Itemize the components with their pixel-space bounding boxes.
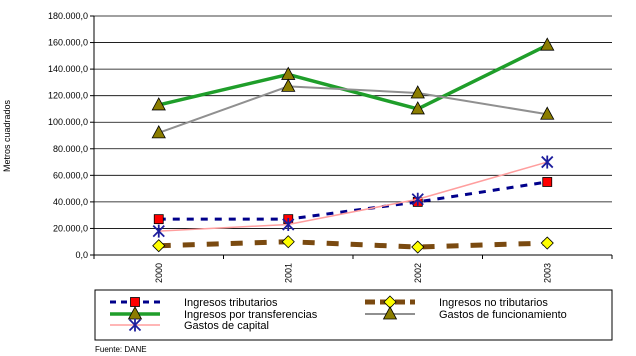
legend-label: Ingresos no tributarios	[439, 297, 548, 309]
series-line	[158, 161, 548, 232]
data-point	[128, 318, 142, 332]
data-point	[281, 235, 295, 249]
data-point	[151, 125, 166, 139]
series-line	[158, 85, 548, 134]
legend-label: Gastos de funcionamiento	[439, 309, 567, 321]
y-axis-label: Metros cuadrados	[2, 99, 12, 172]
source-note: Fuente: DANE	[95, 345, 147, 354]
series-4	[151, 78, 555, 139]
data-point	[411, 240, 425, 254]
y-tick-label: 80.000,0	[53, 144, 88, 154]
legend: Ingresos tributarios Ingresos no tributar…	[94, 289, 613, 341]
y-tick-label: 100.000,0	[48, 117, 88, 127]
series-lines	[151, 37, 555, 254]
y-tick-label: 140.000,0	[48, 64, 88, 74]
series-1	[153, 177, 553, 225]
y-tick-label: 0,0	[75, 250, 88, 260]
legend-item: Ingresos no tributarios	[365, 295, 548, 309]
x-tick-label: 2003	[542, 263, 552, 283]
legend-item: Ingresos tributarios	[110, 297, 278, 309]
data-point	[281, 78, 296, 92]
data-point	[542, 177, 553, 187]
series-line	[158, 239, 548, 250]
data-point	[540, 236, 554, 250]
series-3	[151, 37, 555, 115]
legend-item: Gastos de funcionamiento	[365, 306, 567, 321]
series-line	[158, 43, 549, 111]
data-point	[411, 192, 424, 206]
grid-lines	[94, 15, 612, 229]
data-point	[541, 155, 554, 169]
data-point	[410, 101, 425, 115]
data-point	[152, 239, 166, 253]
x-tick-label: 2002	[413, 263, 423, 283]
series-5	[152, 155, 554, 238]
legend-box	[94, 289, 613, 341]
legend-label: Gastos de capital	[184, 320, 269, 332]
x-tick-label: 2001	[283, 263, 293, 283]
data-point	[410, 85, 425, 99]
legend-label: Ingresos por transferencias	[184, 309, 318, 321]
y-tick-label: 160.000,0	[48, 38, 88, 48]
data-point	[540, 37, 555, 51]
data-point	[540, 106, 555, 120]
series-line	[158, 180, 548, 221]
y-tick-label: 40.000,0	[53, 197, 88, 207]
y-tick-label: 180.000,0	[48, 11, 88, 21]
x-tick-label: 2000	[154, 263, 164, 283]
y-tick-label: 20.000,0	[53, 223, 88, 233]
data-point	[152, 224, 165, 238]
legend-item: Gastos de capital	[110, 318, 269, 332]
data-point	[282, 217, 295, 231]
data-point	[382, 306, 398, 320]
series-2	[152, 235, 554, 254]
data-point	[130, 297, 140, 307]
legend-label: Ingresos tributarios	[184, 297, 278, 309]
axes: 0,0 20.000,0 40.000,0 60.000,0 80.000,0 100.0…	[48, 11, 613, 283]
data-point	[151, 97, 166, 111]
y-tick-label: 120.000,0	[48, 91, 88, 101]
data-point	[153, 214, 164, 225]
y-tick-label: 60.000,0	[53, 170, 88, 180]
